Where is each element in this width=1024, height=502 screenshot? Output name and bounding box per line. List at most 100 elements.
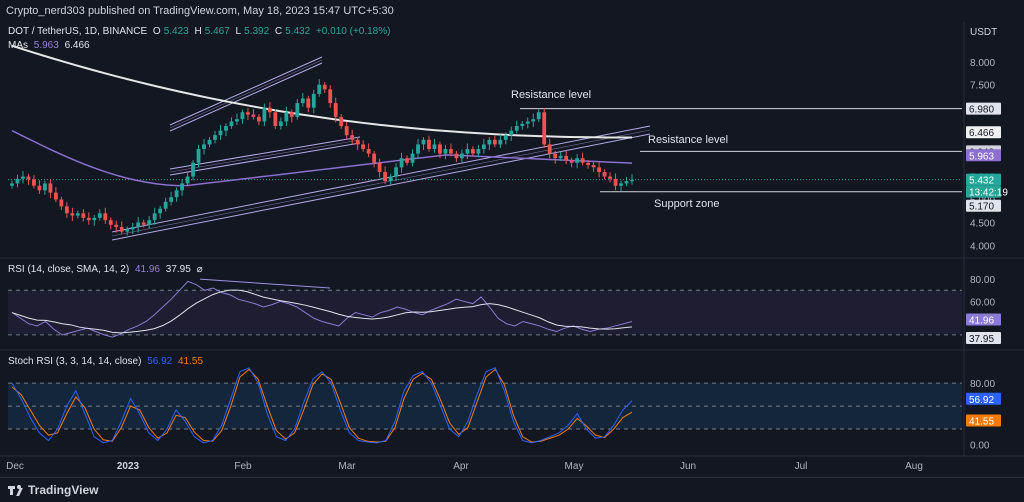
chart-canvas[interactable]: USDT8.0007.5007.0006.5006.0005.5005.0004… <box>0 0 1024 477</box>
candle-body <box>619 183 623 186</box>
price-label-support: 5.170 <box>969 202 994 213</box>
rsi-tick-label: 60.00 <box>970 297 995 308</box>
resistance-annotation-2: Resistance level <box>648 134 728 146</box>
stoch-d-line <box>11 368 633 443</box>
candle-body <box>213 135 217 140</box>
candle-body <box>443 149 448 154</box>
rsi-ma-value: 37.95 <box>165 264 191 275</box>
candle-body <box>531 119 536 122</box>
time-tick-label: Mar <box>338 461 356 472</box>
open-label: O <box>152 26 161 37</box>
candle-body <box>119 227 124 232</box>
rsi-label[interactable]: RSI (14, close, SMA, 14, 2) <box>8 264 130 275</box>
candle-body <box>273 112 278 127</box>
candle-body <box>344 126 349 136</box>
tradingview-logo[interactable]: TradingView <box>8 483 98 497</box>
candle-body <box>366 149 371 154</box>
time-tick-label: Feb <box>234 461 252 472</box>
candle-body <box>487 139 492 145</box>
ma2-value: 6.466 <box>64 40 90 51</box>
mas-label[interactable]: MAs <box>8 40 28 51</box>
candle-body <box>152 213 157 221</box>
candle-body <box>75 213 80 216</box>
candle-body <box>300 98 305 104</box>
candle-body <box>492 139 497 145</box>
ma-legend: MAs 5.963 6.466 <box>8 40 93 51</box>
candle-body <box>251 114 256 117</box>
candle-body <box>399 158 404 168</box>
price-label-ma200-box <box>966 126 1001 139</box>
change-value: +0.010 (+0.18%) <box>315 26 391 37</box>
resistance-annotation-1: Resistance level <box>511 89 591 101</box>
candle-body <box>43 183 47 191</box>
candle-body <box>92 217 97 221</box>
price-label-last-box <box>966 173 1001 186</box>
candle-body <box>136 222 141 228</box>
candle-body <box>180 183 184 191</box>
rsi-value-label: 41.96 <box>969 316 994 327</box>
open-value: 5.423 <box>163 26 189 37</box>
stoch-k-value-label: 56.92 <box>969 395 994 406</box>
high-label: H <box>194 26 202 37</box>
candle-body <box>86 217 91 221</box>
candle-body <box>449 149 453 154</box>
symbol-label[interactable]: DOT / TetherUS, 1D, BINANCE <box>8 26 148 37</box>
candle-body <box>224 126 228 131</box>
candle-body <box>470 149 475 154</box>
candle-body <box>59 199 64 207</box>
candle-body <box>81 213 86 218</box>
low-label: L <box>235 26 242 37</box>
candle-body <box>256 116 261 122</box>
rsi-ma-value-label-box <box>966 331 1001 344</box>
candle-body <box>103 213 108 221</box>
candle-body <box>174 190 179 198</box>
candle-body <box>465 149 470 154</box>
price-label-last: 5.432 <box>969 176 994 187</box>
candle-body <box>569 160 574 163</box>
time-tick-label: Jul <box>795 461 808 472</box>
candle-body <box>169 197 174 202</box>
close-label: C <box>274 26 283 37</box>
time-tick-label: May <box>565 461 584 472</box>
low-value: 5.392 <box>244 26 270 37</box>
price-label-countdown: 13:42:19 <box>969 188 1008 199</box>
time-tick-label: Dec <box>6 461 24 472</box>
candle-body <box>514 126 519 131</box>
price-legend: DOT / TetherUS, 1D, BINANCE O 5.423 H 5.46… <box>8 26 393 37</box>
candle-body <box>191 162 195 177</box>
candle-body <box>328 89 333 104</box>
candle-body <box>580 158 585 163</box>
price-tick-label: 4.000 <box>970 241 995 252</box>
tradingview-brand: TradingView <box>28 483 99 497</box>
candle-body <box>240 112 245 120</box>
candle-body <box>597 167 601 172</box>
candle-body <box>229 121 234 127</box>
ma1-value: 5.963 <box>33 40 59 51</box>
candle-body <box>547 144 552 154</box>
stoch-legend: Stoch RSI (3, 3, 14, 14, close) 56.92 41… <box>8 356 206 367</box>
candle-body <box>630 179 634 182</box>
price-label-support-box <box>966 199 1001 212</box>
candle-body <box>37 185 42 191</box>
candle-body <box>125 229 130 232</box>
support-channel <box>111 125 651 233</box>
candle-body <box>388 176 393 182</box>
candle-body <box>333 103 338 117</box>
channel-top-mid <box>169 59 323 129</box>
stoch-label[interactable]: Stoch RSI (3, 3, 14, 14, close) <box>8 356 142 367</box>
candle-body <box>586 162 591 166</box>
candle-body <box>498 139 503 145</box>
candle-body <box>141 222 146 225</box>
candle-body <box>185 176 190 184</box>
publisher-line: Crypto_nerd303 published on TradingView.… <box>6 5 394 17</box>
candle-body <box>267 107 272 113</box>
stoch-tick-label: 0.00 <box>970 440 990 451</box>
candle-body <box>405 158 409 163</box>
price-tick-label: 4.500 <box>970 218 995 229</box>
candle-body <box>15 178 20 184</box>
channel-top <box>169 62 323 132</box>
time-tick-label: Jun <box>680 461 696 472</box>
candle-body <box>564 155 569 161</box>
rsi-ma-line <box>11 289 633 334</box>
candle-body <box>339 116 344 127</box>
